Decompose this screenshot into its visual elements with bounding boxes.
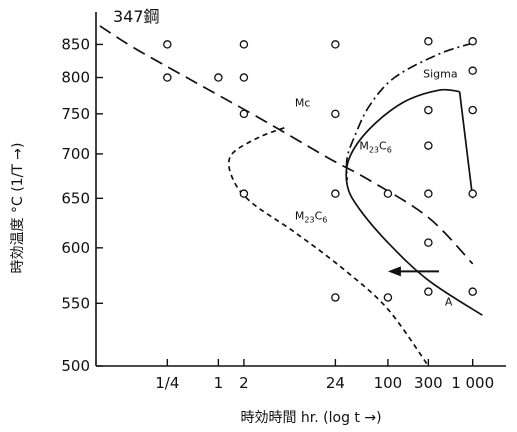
- data-point: [163, 40, 172, 49]
- axes: [95, 12, 506, 367]
- curves: [99, 25, 483, 367]
- x-ticks: 1/4 1 2 24 100 300 1 000: [155, 359, 494, 392]
- y-tick-label: 600: [61, 239, 90, 257]
- y-tick-label: 700: [61, 145, 90, 163]
- y-tick-label: 850: [61, 35, 90, 53]
- data-point: [239, 109, 249, 119]
- y-tick-label: 800: [61, 69, 90, 87]
- data-point: [424, 141, 433, 150]
- arrow-head: [387, 266, 401, 277]
- x-tick-label: 1/4: [155, 374, 179, 392]
- data-point: [468, 66, 477, 75]
- data-point: [468, 105, 477, 115]
- x-tick-label: 2: [239, 374, 249, 392]
- data-point: [424, 238, 433, 247]
- curve-label: M23C6: [295, 209, 327, 224]
- data-points: [163, 37, 477, 302]
- y-tick-label: 500: [61, 357, 90, 375]
- data-point: [424, 287, 433, 296]
- y-tick-label: 750: [61, 105, 90, 123]
- curve-label: Sigma: [423, 68, 457, 81]
- x-axis-title: 時効時間 hr. (log t →): [240, 410, 381, 426]
- data-point: [383, 189, 393, 198]
- data-point: [424, 189, 433, 198]
- data-point: [468, 189, 477, 198]
- curve-label: M23C6: [359, 140, 391, 155]
- y-axis-title: 時効温度 °C (1/T →): [10, 143, 26, 274]
- data-point: [214, 73, 223, 82]
- curve-m23c6-upper: [345, 88, 483, 316]
- data-point: [424, 105, 433, 115]
- data-point: [331, 40, 340, 49]
- data-point: [424, 37, 433, 46]
- curve-mc: [99, 25, 474, 265]
- data-point: [383, 293, 393, 302]
- data-point: [239, 189, 249, 198]
- x-tick-label: 24: [326, 374, 345, 392]
- x-tick-label: 1 000: [451, 374, 494, 392]
- data-point: [239, 73, 249, 82]
- y-ticks: 500 550 600 650 700 750 800 850: [61, 35, 103, 375]
- curve-label: Mc: [295, 96, 311, 109]
- x-tick-label: 300: [414, 374, 443, 392]
- data-point: [331, 109, 340, 119]
- data-point: [468, 287, 477, 296]
- x-tick-label: 1: [214, 374, 224, 392]
- y-tick-label: 650: [61, 189, 90, 207]
- data-point: [331, 189, 340, 198]
- curve-label: A: [445, 296, 453, 309]
- y-tick-label: 550: [61, 294, 90, 312]
- direction-arrow: [387, 266, 439, 277]
- data-point: [239, 40, 249, 49]
- data-point: [331, 293, 340, 302]
- curve-labels: Mc Sigma M23C6 M23C6 A: [295, 68, 458, 309]
- chart-title: 347鋼: [113, 7, 160, 26]
- data-point: [163, 73, 172, 82]
- x-tick-label: 100: [374, 374, 403, 392]
- data-point: [468, 37, 477, 46]
- curve-m23c6-lower: [227, 127, 430, 367]
- curve-m23c6-branch: [458, 91, 474, 199]
- curve-sigma: [345, 42, 473, 181]
